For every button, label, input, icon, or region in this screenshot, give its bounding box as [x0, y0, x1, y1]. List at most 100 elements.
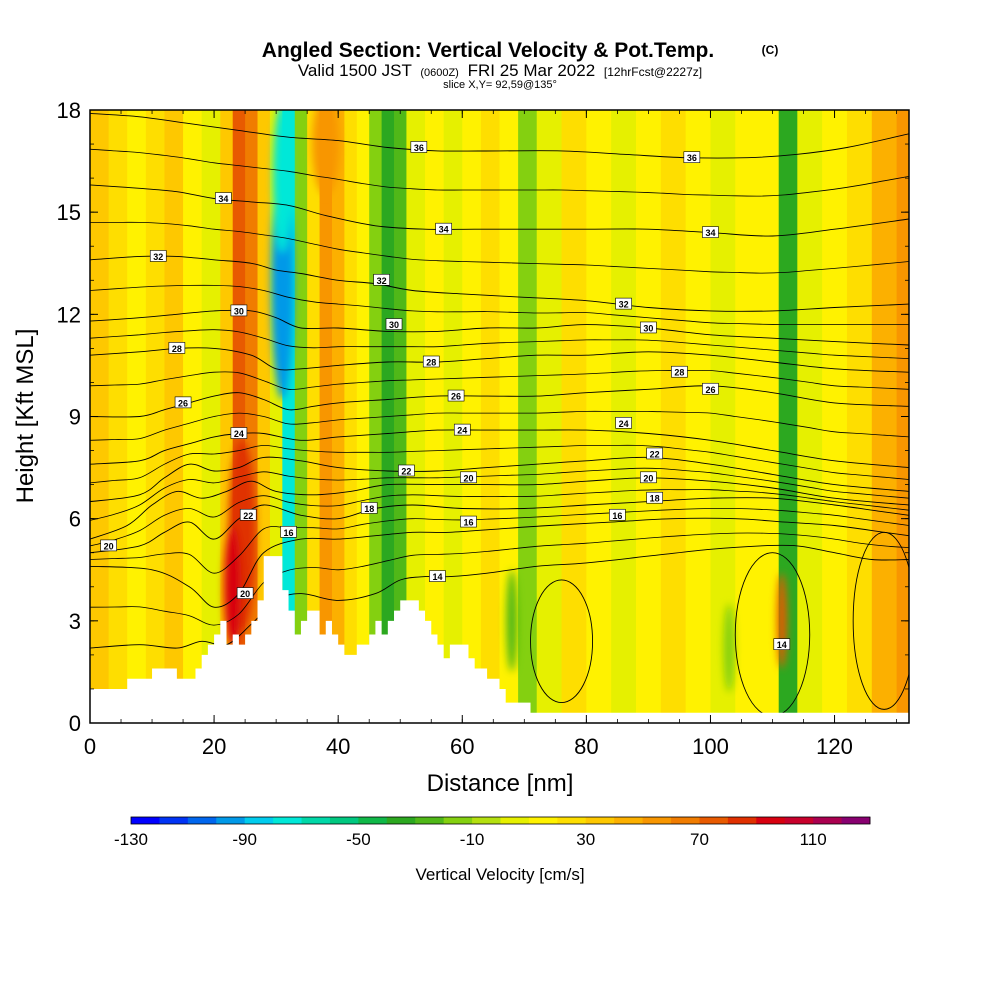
contour-label-text: 16	[612, 511, 622, 521]
velocity-features	[224, 110, 787, 693]
x-tick-label: 80	[574, 734, 598, 759]
contour-label-text: 14	[432, 572, 442, 582]
theta-contour-30	[90, 309, 909, 346]
colorbar-swatch	[187, 817, 217, 824]
contour-label: 26	[174, 396, 192, 408]
contour-label-text: 30	[643, 323, 653, 333]
contour-label-box	[609, 508, 626, 521]
contour-label-box	[702, 226, 719, 238]
velocity-feature	[224, 525, 242, 649]
velocity-band	[760, 110, 780, 723]
y-tick-label: 12	[57, 302, 81, 327]
contour-label-text: 28	[172, 344, 182, 354]
contour-label-text: 24	[457, 426, 467, 436]
contour-label-text: 20	[240, 589, 250, 599]
contour-label: 36	[410, 141, 428, 153]
velocity-band	[846, 110, 873, 723]
velocity-band	[425, 110, 445, 723]
contour-label: 16	[280, 525, 297, 538]
velocity-band	[611, 110, 637, 723]
velocity-band	[462, 110, 482, 723]
contour-label-box	[683, 151, 701, 163]
contour-label-text: 26	[178, 398, 188, 408]
colorbar-swatch	[557, 817, 587, 824]
contour-label-box	[640, 471, 657, 484]
contour-label-box	[280, 525, 297, 538]
subtitle-valid: Valid 1500 JST	[298, 61, 412, 80]
contour-label: 26	[702, 382, 719, 395]
contour-label: 34	[702, 226, 719, 238]
y-tick-label: 0	[69, 711, 81, 736]
velocity-band	[518, 110, 538, 723]
theta-contour-22	[90, 456, 909, 503]
colorbar: -130 -90 -50 -10 30 70 110	[114, 816, 871, 849]
contour-label-box	[429, 570, 446, 582]
subtitle-line: Valid 1500 JST (0600Z) FRI 25 Mar 2022 […	[298, 61, 702, 80]
contour-label-box	[435, 222, 452, 235]
velocity-feature	[506, 569, 518, 672]
theta-contour-24	[90, 429, 909, 469]
contour-label-box	[215, 192, 232, 204]
contour-label-box	[168, 342, 186, 354]
contour-label: 32	[615, 297, 632, 310]
contour-label-text: 24	[234, 429, 244, 439]
contour-label-text: 16	[284, 528, 294, 538]
contour-label-text: 22	[650, 449, 660, 459]
contour-label-box	[615, 297, 632, 310]
contour-label-text: 34	[705, 228, 715, 238]
velocity-band	[406, 110, 426, 723]
contour-label-text: 22	[243, 511, 253, 521]
chart-title: Angled Section: Vertical Velocity & Pot.…	[262, 39, 714, 62]
colorbar-tick-label: -90	[232, 830, 257, 849]
x-tick-label: 120	[816, 734, 853, 759]
contour-label-text: 32	[153, 252, 163, 262]
contour-label: 28	[422, 355, 440, 368]
contour-label-text: 18	[364, 504, 374, 514]
colorbar-swatch	[784, 817, 814, 824]
velocity-feature	[723, 603, 735, 693]
theta-contour-minor	[90, 369, 909, 390]
contour-label-text: 34	[439, 225, 449, 235]
theta-contour-minor	[90, 148, 909, 197]
velocity-band	[294, 110, 308, 723]
velocity-band	[822, 110, 848, 723]
velocity-band	[797, 110, 823, 723]
theta-contours	[90, 112, 909, 649]
colorbar-swatch	[131, 817, 160, 824]
contour-label: 26	[447, 389, 465, 402]
x-tick-label: 100	[692, 734, 729, 759]
colorbar-label: Vertical Velocity [cm/s]	[415, 865, 584, 884]
contour-label-box	[702, 382, 719, 395]
colorbar-swatch	[500, 817, 530, 824]
contour-label: 22	[398, 464, 415, 477]
colorbar-swatch	[756, 817, 786, 824]
closed-contour-14	[530, 579, 594, 704]
contour-label-box	[373, 273, 390, 286]
velocity-band	[319, 110, 333, 723]
colorbar-swatch	[386, 817, 416, 824]
contour-label-text: 20	[643, 473, 653, 483]
theta-contour-minor	[90, 507, 909, 574]
colorbar-swatch	[472, 817, 501, 824]
velocity-band	[735, 110, 761, 723]
contour-label: 20	[100, 539, 117, 551]
contour-label-text: 14	[777, 640, 787, 650]
contour-label-box	[646, 491, 663, 504]
contour-label-text: 36	[687, 153, 697, 163]
velocity-band	[685, 110, 712, 723]
plot-area: 36 36 34 34 34 32 32 32 30 30 30 28 28 28 26 26 26 24 24 24…	[90, 110, 909, 723]
contour-label: 18	[360, 502, 378, 514]
contour-label: 36	[683, 151, 701, 163]
contour-label-text: 20	[463, 473, 473, 483]
velocity-band	[307, 110, 321, 723]
colorbar-swatch	[642, 817, 672, 824]
contour-label-text: 26	[451, 392, 461, 402]
theta-contour-28	[90, 347, 909, 373]
contour-label-box	[239, 508, 257, 521]
colorbar-tick-label: 70	[690, 830, 709, 849]
slice-info: slice X,Y= 92,59@135°	[443, 79, 557, 91]
contour-label-box	[398, 464, 415, 477]
contour-label-box	[447, 389, 465, 402]
subtitle-date: FRI 25 Mar 2022	[468, 61, 596, 80]
